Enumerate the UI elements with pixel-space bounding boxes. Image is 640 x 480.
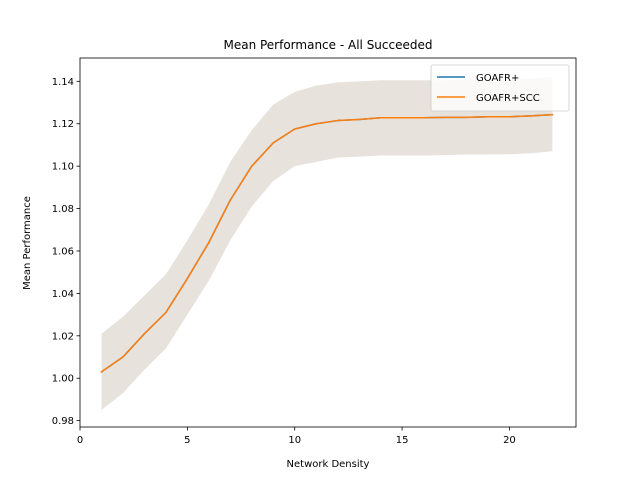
y-tick-label: 1.14 [52,77,74,88]
y-axis-label: Mean Performance [22,196,33,290]
legend: GOAFR+ GOAFR+SCC [430,64,570,112]
y-tick-label: 1.08 [52,204,74,215]
axes-frame [79,57,577,428]
y-tick-label: 1.06 [52,246,74,257]
chart-title: Mean Performance - All Succeeded [223,38,432,52]
y-tick-label: 1.02 [52,331,74,342]
y-tick-label: 0.98 [52,416,74,427]
y-tick-label: 1.12 [52,119,74,130]
y-tick-label: 1.00 [52,374,74,385]
x-tick-label: 5 [184,435,190,446]
legend-label: GOAFR+ [476,73,519,84]
x-tick-label: 20 [503,435,516,446]
legend-label: GOAFR+SCC [476,93,540,104]
legend-box [430,64,570,112]
plot-area: 0 5 10 15 20 0.98 1.00 1.02 1.04 1.06 1.08 1.10 1.12… [52,57,577,446]
series-line-2 [100,113,554,373]
x-tick-label: 0 [77,435,83,446]
x-tick-label: 15 [396,435,409,446]
y-tick-label: 1.10 [52,162,74,173]
x-axis-label: Network Density [287,459,370,470]
y-tick-label: 1.04 [52,289,74,300]
x-tick-label: 10 [288,435,301,446]
